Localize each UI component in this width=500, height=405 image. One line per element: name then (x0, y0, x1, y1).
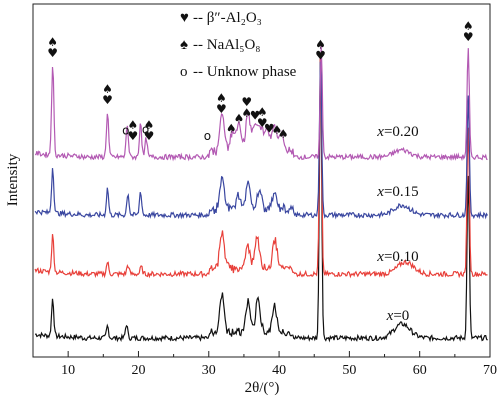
circle-icon: o (204, 129, 211, 143)
series-line (34, 61, 489, 220)
heart-icon: ♥ (257, 116, 268, 130)
legend-entry-text: -- Unknow phase (193, 64, 297, 80)
heart-icon: ♥ (180, 10, 189, 26)
spade-icon: ♠ (257, 105, 268, 119)
y-axis-label: Intensity (5, 153, 21, 206)
heart-icon: ♥ (264, 121, 275, 135)
phase-markers: ♥♠♥♠o♥♠ o♥♠o♥♠♠♠♠♥♥♥♠♥♠♠♥♠♥♠ (47, 19, 473, 143)
circle-icon: o (122, 124, 129, 138)
series-layer (34, 45, 489, 343)
x-tick-label: 70 (483, 363, 497, 378)
x-tick-label: 50 (342, 363, 356, 378)
spade-icon: ♠ (315, 38, 326, 52)
x-axis-label: 2θ/(°) (245, 380, 280, 396)
spade-icon: ♠ (180, 37, 188, 53)
circle-icon: o (142, 123, 149, 137)
x-tick-label: 60 (413, 363, 427, 378)
spade-icon: ♠ (272, 123, 283, 137)
heart-icon: ♥ (102, 93, 113, 107)
spade-icon: ♠ (144, 118, 155, 132)
spade-icon: ♠ (278, 127, 289, 141)
spade-icon: ♠ (234, 112, 245, 126)
series-line (34, 55, 488, 279)
heart-icon: ♥ (47, 46, 58, 60)
series-label: x=0.10 (376, 249, 418, 265)
series-line (35, 45, 488, 162)
x-tick-label: 40 (272, 363, 286, 378)
spade-icon: ♠ (127, 118, 138, 132)
heart-icon: ♥ (241, 95, 252, 109)
x-tick-label: 30 (202, 363, 216, 378)
series-label: x=0.15 (376, 184, 418, 200)
series-label: x=0.20 (376, 124, 418, 140)
heart-icon: ♥ (250, 109, 261, 123)
spade-icon: ♠ (102, 82, 113, 96)
heart-icon: ♥ (315, 49, 326, 63)
series-labels: x=0 x=0.10 x=0.15 x=0.20 (376, 124, 418, 324)
spade-icon: ♠ (463, 19, 474, 33)
heart-icon: ♥ (463, 30, 474, 44)
heart-icon: ♥ (216, 102, 227, 116)
series-line (34, 57, 488, 343)
plot-frame (32, 3, 491, 358)
legend-entry-text: -- NaAl₅O₈ (193, 37, 261, 53)
heart-icon: ♥ (144, 129, 155, 143)
heart-icon: ♥ (127, 129, 138, 143)
legend-entry-text: -- β″-Al₂O₃ (193, 10, 262, 26)
circle-icon: o (180, 64, 188, 80)
x-axis-ticks: 10 20 30 40 50 60 70 (61, 351, 497, 378)
x-tick-label: 10 (61, 363, 75, 378)
x-tick-label: 20 (131, 363, 145, 378)
spade-icon: ♠ (216, 91, 227, 105)
series-label: x=0 (386, 308, 410, 324)
legend: ♥ -- β″-Al₂O₃ ♠ -- NaAl₅O₈ o -- Unknow phase (180, 10, 297, 80)
spade-icon: ♠ (241, 106, 252, 120)
spade-icon: ♠ (47, 35, 58, 49)
spade-icon: ♠ (226, 122, 237, 136)
